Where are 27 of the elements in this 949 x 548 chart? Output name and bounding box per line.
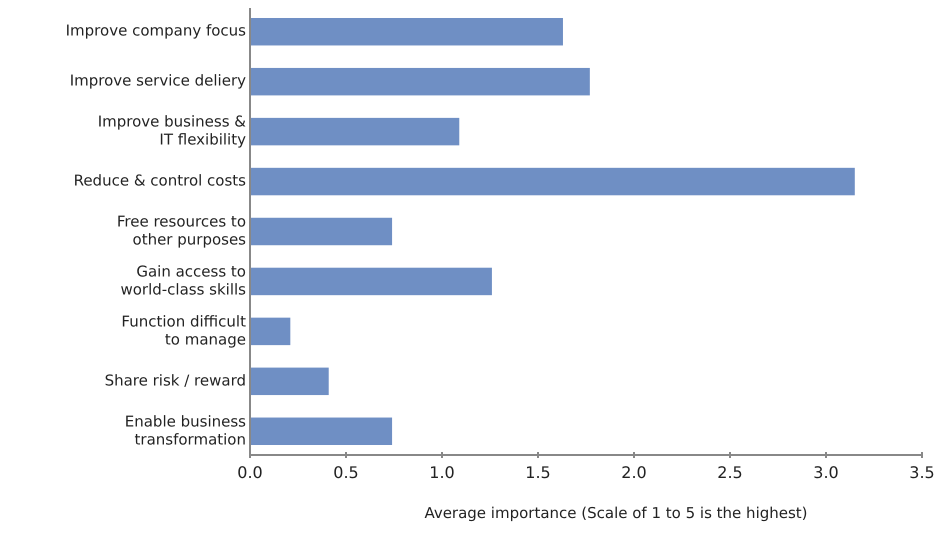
x-tick-label: 0.0 (237, 463, 263, 482)
bar (250, 218, 392, 246)
bar (250, 68, 590, 96)
bar (250, 268, 492, 296)
x-tick-label: 1.5 (525, 463, 551, 482)
y-tick-label: Gain access to world-class skills (120, 262, 246, 299)
y-tick-label: Improve business & IT flexibility (98, 112, 246, 149)
y-tick-label: Enable business transformation (124, 412, 246, 448)
y-tick-label: Improve company focus (66, 22, 246, 40)
y-tick-label: Function difficult to manage (121, 312, 246, 348)
y-tick-label: Free resources to other purposes (116, 212, 246, 249)
x-tick-label: 3.5 (909, 463, 935, 482)
x-axis-title: Average importance (Scale of 1 to 5 is the highest) (424, 504, 808, 522)
y-tick-label: Share risk / reward (104, 371, 246, 390)
bar (250, 118, 460, 146)
x-tick-label: 0.5 (333, 463, 359, 482)
bar (250, 418, 392, 446)
x-tick-label: 3.0 (813, 463, 839, 482)
y-tick-label: Reduce & control costs (74, 172, 246, 190)
bar (250, 318, 290, 346)
bar (250, 168, 855, 196)
x-tick-label: 2.5 (717, 463, 743, 482)
x-tick-label: 2.0 (621, 463, 647, 482)
bar (250, 18, 563, 46)
y-tick-label: Improve service deliery (70, 72, 246, 90)
x-tick-label: 1.0 (429, 463, 455, 482)
bar (250, 368, 329, 396)
